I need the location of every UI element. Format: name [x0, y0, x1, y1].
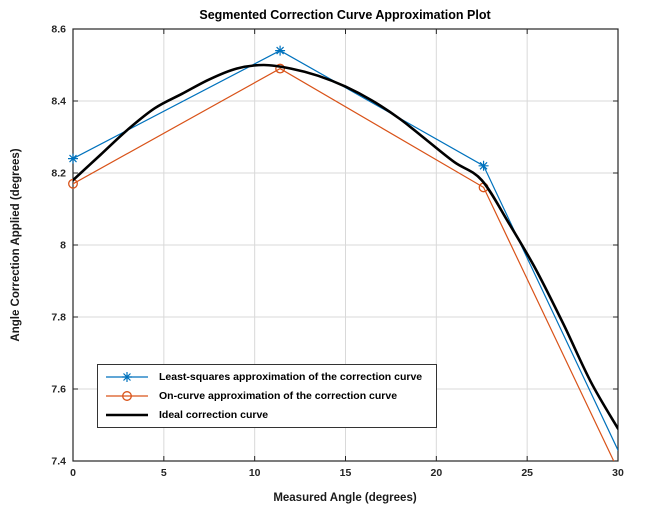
y-tick-label: 8.6 — [51, 24, 66, 36]
series-line-0 — [73, 49, 618, 451]
y-tick-label: 8.2 — [51, 168, 66, 180]
legend-item-ideal: Ideal correction curve — [104, 406, 432, 424]
x-tick-label: 10 — [249, 467, 261, 479]
legend-line-circle-icon — [106, 391, 148, 401]
legend-label-on-curve: On-curve approximation of the correction… — [159, 389, 398, 402]
legend-item-least-squares: Least-squares approximation of the corre… — [104, 368, 432, 386]
series-line-2 — [73, 63, 618, 430]
y-tick-label: 7.6 — [51, 384, 66, 396]
marker-asterisk — [478, 160, 489, 171]
x-tick-label: 15 — [340, 467, 352, 479]
y-axis-label: Angle Correction Applied (degrees) — [10, 148, 22, 341]
chart-title: Segmented Correction Curve Approximation… — [199, 8, 491, 22]
legend-line-asterisk-icon — [106, 372, 148, 383]
y-tick-label: 8 — [60, 240, 66, 252]
x-tick-label: 25 — [521, 467, 533, 479]
legend-line-ideal-icon — [106, 413, 148, 416]
y-tick-label: 7.4 — [51, 456, 66, 468]
series-line-1 — [73, 67, 615, 461]
y-tick-label: 7.8 — [51, 312, 66, 324]
legend-label-least-squares: Least-squares approximation of the corre… — [159, 371, 423, 384]
x-axis-label: Measured Angle (degrees) — [273, 492, 417, 504]
marker-asterisk — [275, 45, 286, 56]
x-tick-label: 30 — [612, 467, 624, 479]
legend: Least-squares approximation of the corre… — [97, 364, 437, 428]
legend-label-ideal: Ideal correction curve — [159, 408, 269, 421]
x-tick-label: 0 — [70, 467, 76, 479]
legend-item-on-curve: On-curve approximation of the correction… — [104, 387, 432, 405]
x-tick-label: 20 — [430, 467, 442, 479]
marker-asterisk — [68, 153, 78, 164]
x-tick-label: 5 — [161, 467, 167, 479]
y-tick-label: 8.4 — [51, 96, 66, 108]
